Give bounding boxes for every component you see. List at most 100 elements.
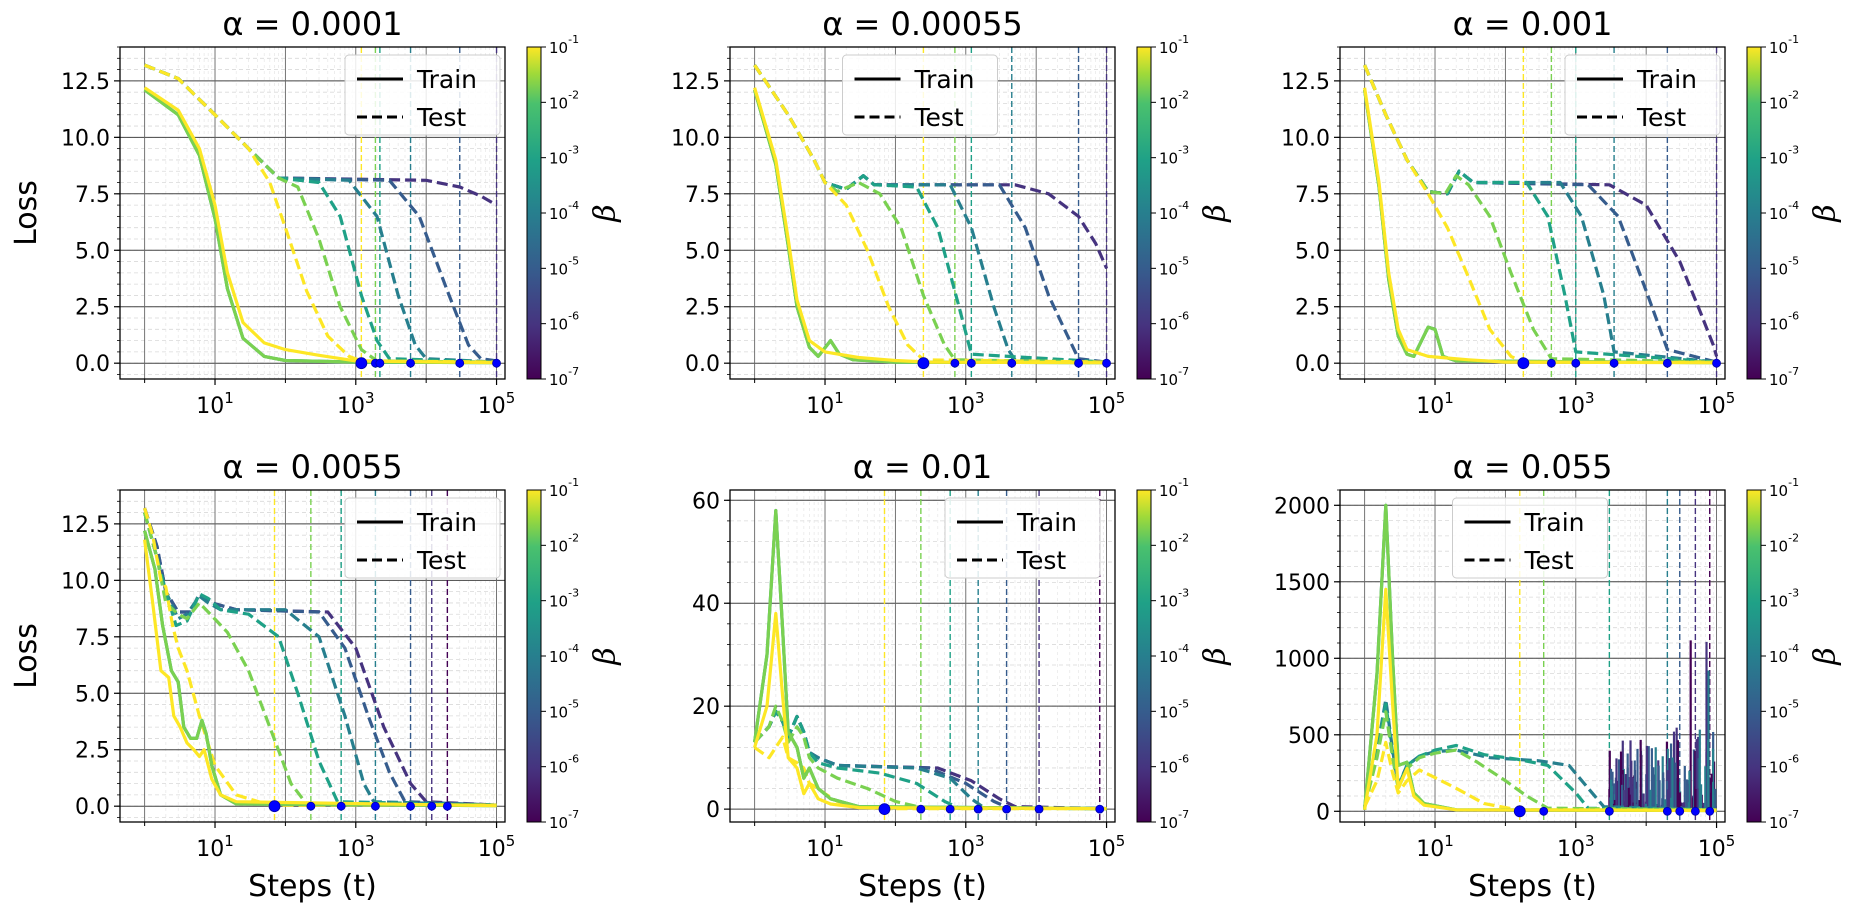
panel-4: 0.0 2.5 5.0 7.5 10.0 12.5 101 103 105 α = 0.0055 L…: [9, 448, 623, 904]
colorbar-tick-label: 10-3: [1769, 587, 1799, 611]
colorbar-label: β: [588, 647, 623, 665]
colorbar: 10-1 10-2 10-3 10-4 10-5 10-6 10-7 β: [526, 476, 623, 832]
y-tick-label: 40: [692, 592, 720, 617]
legend-test-label: Test: [416, 103, 466, 132]
convergence-marker: [1095, 804, 1105, 814]
legend: Train Test: [344, 497, 501, 579]
colorbar-tick-label: 10-2: [1159, 531, 1189, 555]
legend: Train Test: [944, 497, 1101, 579]
convergence-marker: [1002, 804, 1011, 814]
colorbar-tick-label: 10-3: [549, 144, 579, 168]
colorbar-tick-label: 10-7: [1769, 808, 1799, 832]
y-tick-label: 7.5: [75, 626, 110, 651]
train-curve: [753, 611, 1107, 811]
y-tick-label: 12.5: [61, 513, 110, 538]
convergence-marker: [1034, 804, 1044, 814]
colorbar-tick-label: 10-3: [1769, 144, 1799, 168]
axes-frame: [1339, 46, 1726, 380]
train-curve: [143, 539, 497, 808]
x-tick-label: 103: [337, 832, 375, 862]
colorbar-gradient: [1136, 489, 1152, 823]
train-curve: [1363, 587, 1717, 813]
colorbar-gradient: [1746, 46, 1762, 380]
colorbar: 10-1 10-2 10-3 10-4 10-5 10-6 10-7 β: [1746, 33, 1843, 389]
legend-train-label: Train: [1636, 65, 1697, 94]
colorbar-label: β: [588, 204, 623, 222]
x-tick-label: 101: [196, 832, 234, 862]
legend-train-label: Train: [416, 508, 477, 537]
convergence-marker: [1517, 357, 1530, 370]
convergence-marker: [355, 357, 368, 370]
y-tick-label: 0.0: [685, 352, 720, 377]
colorbar-label: β: [1808, 204, 1843, 222]
colorbar-tick-label: 10-4: [1159, 199, 1189, 223]
colorbar-tick-label: 10-6: [1769, 753, 1799, 777]
y-tick-label: 5.0: [1295, 239, 1330, 264]
panel-title: α = 0.01: [853, 448, 993, 486]
convergence-marker: [917, 357, 930, 370]
legend-test-label: Test: [914, 103, 964, 132]
test-curve: [1363, 710, 1717, 812]
convergence-marker: [1712, 358, 1721, 368]
legend-train-label: Train: [416, 65, 477, 94]
y-tick-label: 60: [692, 489, 720, 514]
colorbar-tick-label: 10-1: [1159, 476, 1189, 500]
colorbar-tick-label: 10-7: [549, 365, 579, 389]
colorbar-tick-label: 10-6: [549, 310, 579, 334]
colorbar: 10-1 10-2 10-3 10-4 10-5 10-6 10-7 β: [526, 33, 623, 389]
legend-test-label: Test: [416, 546, 466, 575]
convergence-marker: [1007, 358, 1017, 368]
colorbar-tick-label: 10-6: [549, 753, 579, 777]
convergence-marker: [492, 358, 501, 368]
y-tick-label: 7.5: [685, 183, 720, 208]
y-tick-label: 0: [1316, 800, 1330, 825]
legend-train-label: Train: [1524, 508, 1585, 537]
colorbar-tick-label: 10-7: [1159, 808, 1189, 832]
train-curve: [1363, 87, 1717, 365]
convergence-marker: [336, 801, 346, 811]
colorbar-gradient: [526, 46, 542, 380]
convergence-marker: [1690, 806, 1700, 816]
convergence-marker: [1539, 806, 1549, 816]
legend: Train Test: [842, 54, 998, 136]
colorbar-tick-label: 10-6: [1769, 310, 1799, 334]
colorbar-tick-label: 10-3: [549, 587, 579, 611]
y-tick-label: 12.5: [61, 70, 110, 95]
colorbar-tick-label: 10-3: [1159, 587, 1189, 611]
legend: Train Test: [344, 54, 501, 136]
y-tick-label: 2.5: [75, 739, 110, 764]
convergence-marker: [966, 358, 976, 368]
legend-test-label: Test: [1636, 103, 1686, 132]
test-curve: [143, 512, 497, 807]
y-tick-label: 2.5: [685, 296, 720, 321]
panel-title: α = 0.055: [1453, 448, 1613, 486]
convergence-marker: [406, 801, 415, 811]
x-tick-label: 101: [806, 389, 844, 419]
colorbar-tick-label: 10-5: [1159, 697, 1189, 721]
test-curve: [1363, 64, 1717, 364]
test-curve: [143, 512, 497, 807]
test-curve: [753, 709, 1107, 811]
colorbar: 10-1 10-2 10-3 10-4 10-5 10-6 10-7 β: [1136, 33, 1233, 389]
y-tick-label: 10.0: [61, 126, 110, 151]
axes-frame: [1339, 489, 1726, 823]
colorbar-tick-label: 10-6: [1159, 310, 1189, 334]
convergence-marker: [973, 804, 983, 814]
test-curve: [1363, 64, 1717, 364]
y-tick-label: 10.0: [61, 569, 110, 594]
panel-3: 0.0 2.5 5.0 7.5 10.0 12.5 101 103 105 α = 0.001 Tr…: [1281, 5, 1843, 419]
y-tick-label: 10.0: [671, 126, 720, 151]
colorbar-tick-label: 10-7: [1159, 365, 1189, 389]
test-curve: [753, 64, 1107, 364]
convergence-marker: [406, 358, 415, 368]
x-tick-label: 105: [1088, 832, 1126, 862]
x-tick-label: 103: [1557, 389, 1595, 419]
x-tick-label: 101: [1416, 832, 1454, 862]
test-curve: [143, 507, 497, 807]
axes-frame: [729, 46, 1116, 380]
convergence-marker: [375, 358, 385, 368]
panel-5: 0 20 40 60 101 103 105 α = 0.01 Steps (t) Train Te…: [692, 448, 1233, 904]
x-tick-label: 103: [1557, 832, 1595, 862]
convergence-marker: [945, 804, 955, 814]
